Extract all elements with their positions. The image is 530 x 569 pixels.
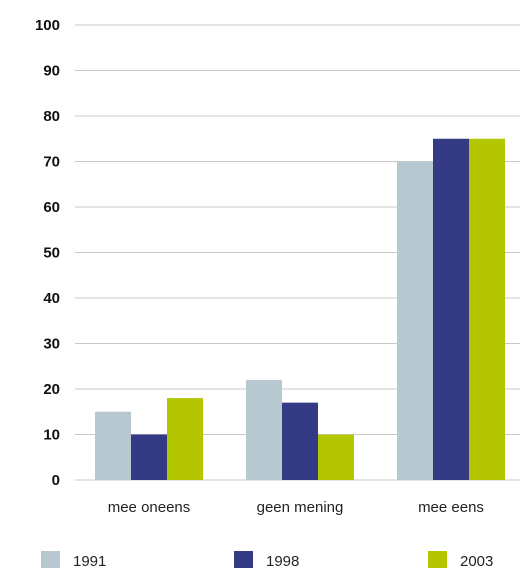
legend: 1991 1998 2003 [41, 551, 493, 569]
y-tick-label: 30 [43, 336, 60, 353]
bar-1998-geen-mening [282, 402, 318, 480]
legend-label-1998: 1998 [266, 553, 299, 569]
legend-label-2003: 2003 [460, 553, 493, 569]
legend-swatch-1998 [234, 551, 253, 568]
y-tick-label: 10 [43, 427, 60, 444]
bar-1998-mee-oneens [131, 434, 167, 480]
bar-2003-mee-eens [469, 138, 505, 480]
bars [95, 138, 505, 480]
y-tick-label: 0 [52, 472, 60, 489]
y-tick-label: 40 [43, 290, 60, 307]
bar-2003-mee-oneens [167, 398, 203, 480]
x-axis-categories: mee oneens geen mening mee eens [108, 499, 484, 516]
bar-1998-mee-eens [433, 138, 469, 480]
bar-1991-geen-mening [246, 379, 282, 480]
x-category-label: mee oneens [108, 499, 191, 516]
x-category-label: geen mening [257, 499, 344, 516]
x-category-label: mee eens [418, 499, 484, 516]
y-tick-label: 100 [35, 17, 60, 34]
y-tick-label: 90 [43, 63, 60, 80]
y-axis-ticks: 0 10 20 30 40 50 60 70 80 90 100 [35, 17, 60, 489]
bar-1991-mee-eens [397, 161, 433, 480]
y-tick-label: 20 [43, 381, 60, 398]
legend-label-1991: 1991 [73, 553, 106, 569]
bar-2003-geen-mening [318, 434, 354, 480]
legend-swatch-1991 [41, 551, 60, 568]
y-tick-label: 80 [43, 108, 60, 125]
legend-swatch-2003 [428, 551, 447, 568]
y-tick-label: 50 [43, 245, 60, 262]
y-tick-label: 70 [43, 154, 60, 171]
y-tick-label: 60 [43, 199, 60, 216]
bar-1991-mee-oneens [95, 411, 131, 480]
